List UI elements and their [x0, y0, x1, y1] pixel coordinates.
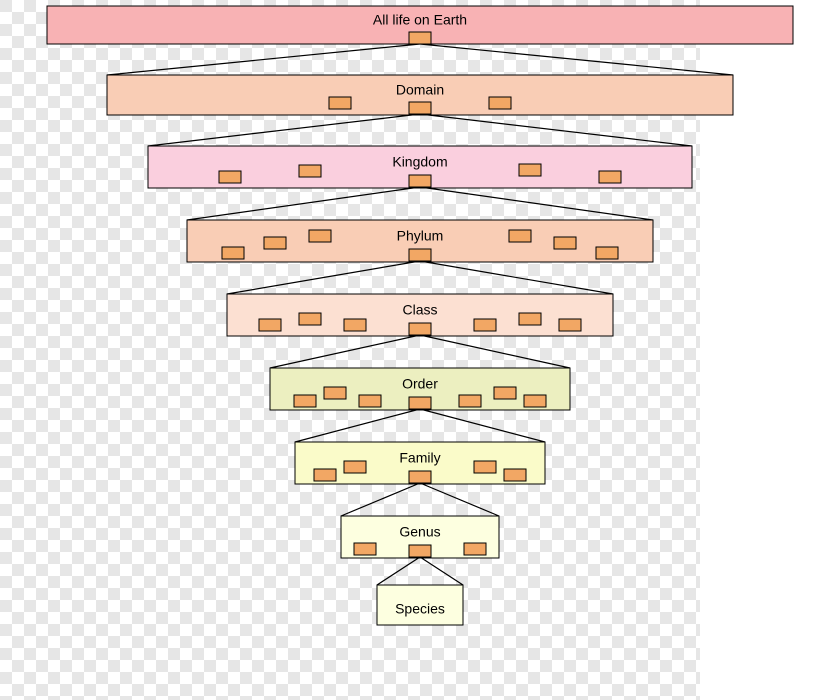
sibling-box-icon: [344, 461, 366, 473]
sibling-box-icon: [599, 171, 621, 183]
sibling-box-icon: [519, 313, 541, 325]
level-bar: Phylum: [187, 220, 653, 262]
level-label: Domain: [396, 82, 444, 98]
child-stub-icon: [409, 397, 431, 409]
level-bar: Species: [377, 585, 463, 625]
sibling-box-icon: [329, 97, 351, 109]
level-label: Phylum: [397, 228, 444, 244]
level-bar: Family: [295, 442, 545, 484]
level-bar: All life on Earth: [47, 6, 793, 44]
taxonomy-diagram: All life on Earth Domain Kingdom Phylum Clas…: [0, 0, 840, 700]
sibling-box-icon: [219, 171, 241, 183]
child-stub-icon: [409, 175, 431, 187]
sibling-box-icon: [299, 313, 321, 325]
sibling-box-icon: [464, 543, 486, 555]
sibling-box-icon: [494, 387, 516, 399]
level-bar: Domain: [107, 75, 733, 115]
sibling-box-icon: [519, 164, 541, 176]
sibling-box-icon: [222, 247, 244, 259]
sibling-box-icon: [524, 395, 546, 407]
child-stub-icon: [409, 32, 431, 44]
sibling-box-icon: [459, 395, 481, 407]
sibling-box-icon: [324, 387, 346, 399]
level-label: All life on Earth: [373, 12, 467, 28]
sibling-box-icon: [489, 97, 511, 109]
sibling-box-icon: [504, 469, 526, 481]
sibling-box-icon: [509, 230, 531, 242]
child-stub-icon: [409, 545, 431, 557]
level-bar: Class: [227, 294, 613, 336]
level-bar: Kingdom: [148, 146, 692, 188]
level-label: Species: [395, 601, 445, 617]
sibling-box-icon: [309, 230, 331, 242]
sibling-box-icon: [559, 319, 581, 331]
sibling-box-icon: [314, 469, 336, 481]
sibling-box-icon: [264, 237, 286, 249]
level-label: Kingdom: [392, 154, 447, 170]
level-bar: Order: [270, 368, 570, 410]
sibling-box-icon: [359, 395, 381, 407]
sibling-box-icon: [294, 395, 316, 407]
level-label: Class: [402, 302, 437, 318]
sibling-box-icon: [259, 319, 281, 331]
child-stub-icon: [409, 249, 431, 261]
level-label: Genus: [399, 524, 440, 540]
sibling-box-icon: [474, 319, 496, 331]
sibling-box-icon: [354, 543, 376, 555]
sibling-box-icon: [344, 319, 366, 331]
child-stub-icon: [409, 102, 431, 114]
level-bar: Genus: [341, 516, 499, 558]
sibling-box-icon: [299, 165, 321, 177]
child-stub-icon: [409, 471, 431, 483]
sibling-box-icon: [554, 237, 576, 249]
sibling-box-icon: [474, 461, 496, 473]
sibling-box-icon: [596, 247, 618, 259]
child-stub-icon: [409, 323, 431, 335]
level-label: Order: [402, 376, 438, 392]
level-label: Family: [399, 450, 440, 466]
